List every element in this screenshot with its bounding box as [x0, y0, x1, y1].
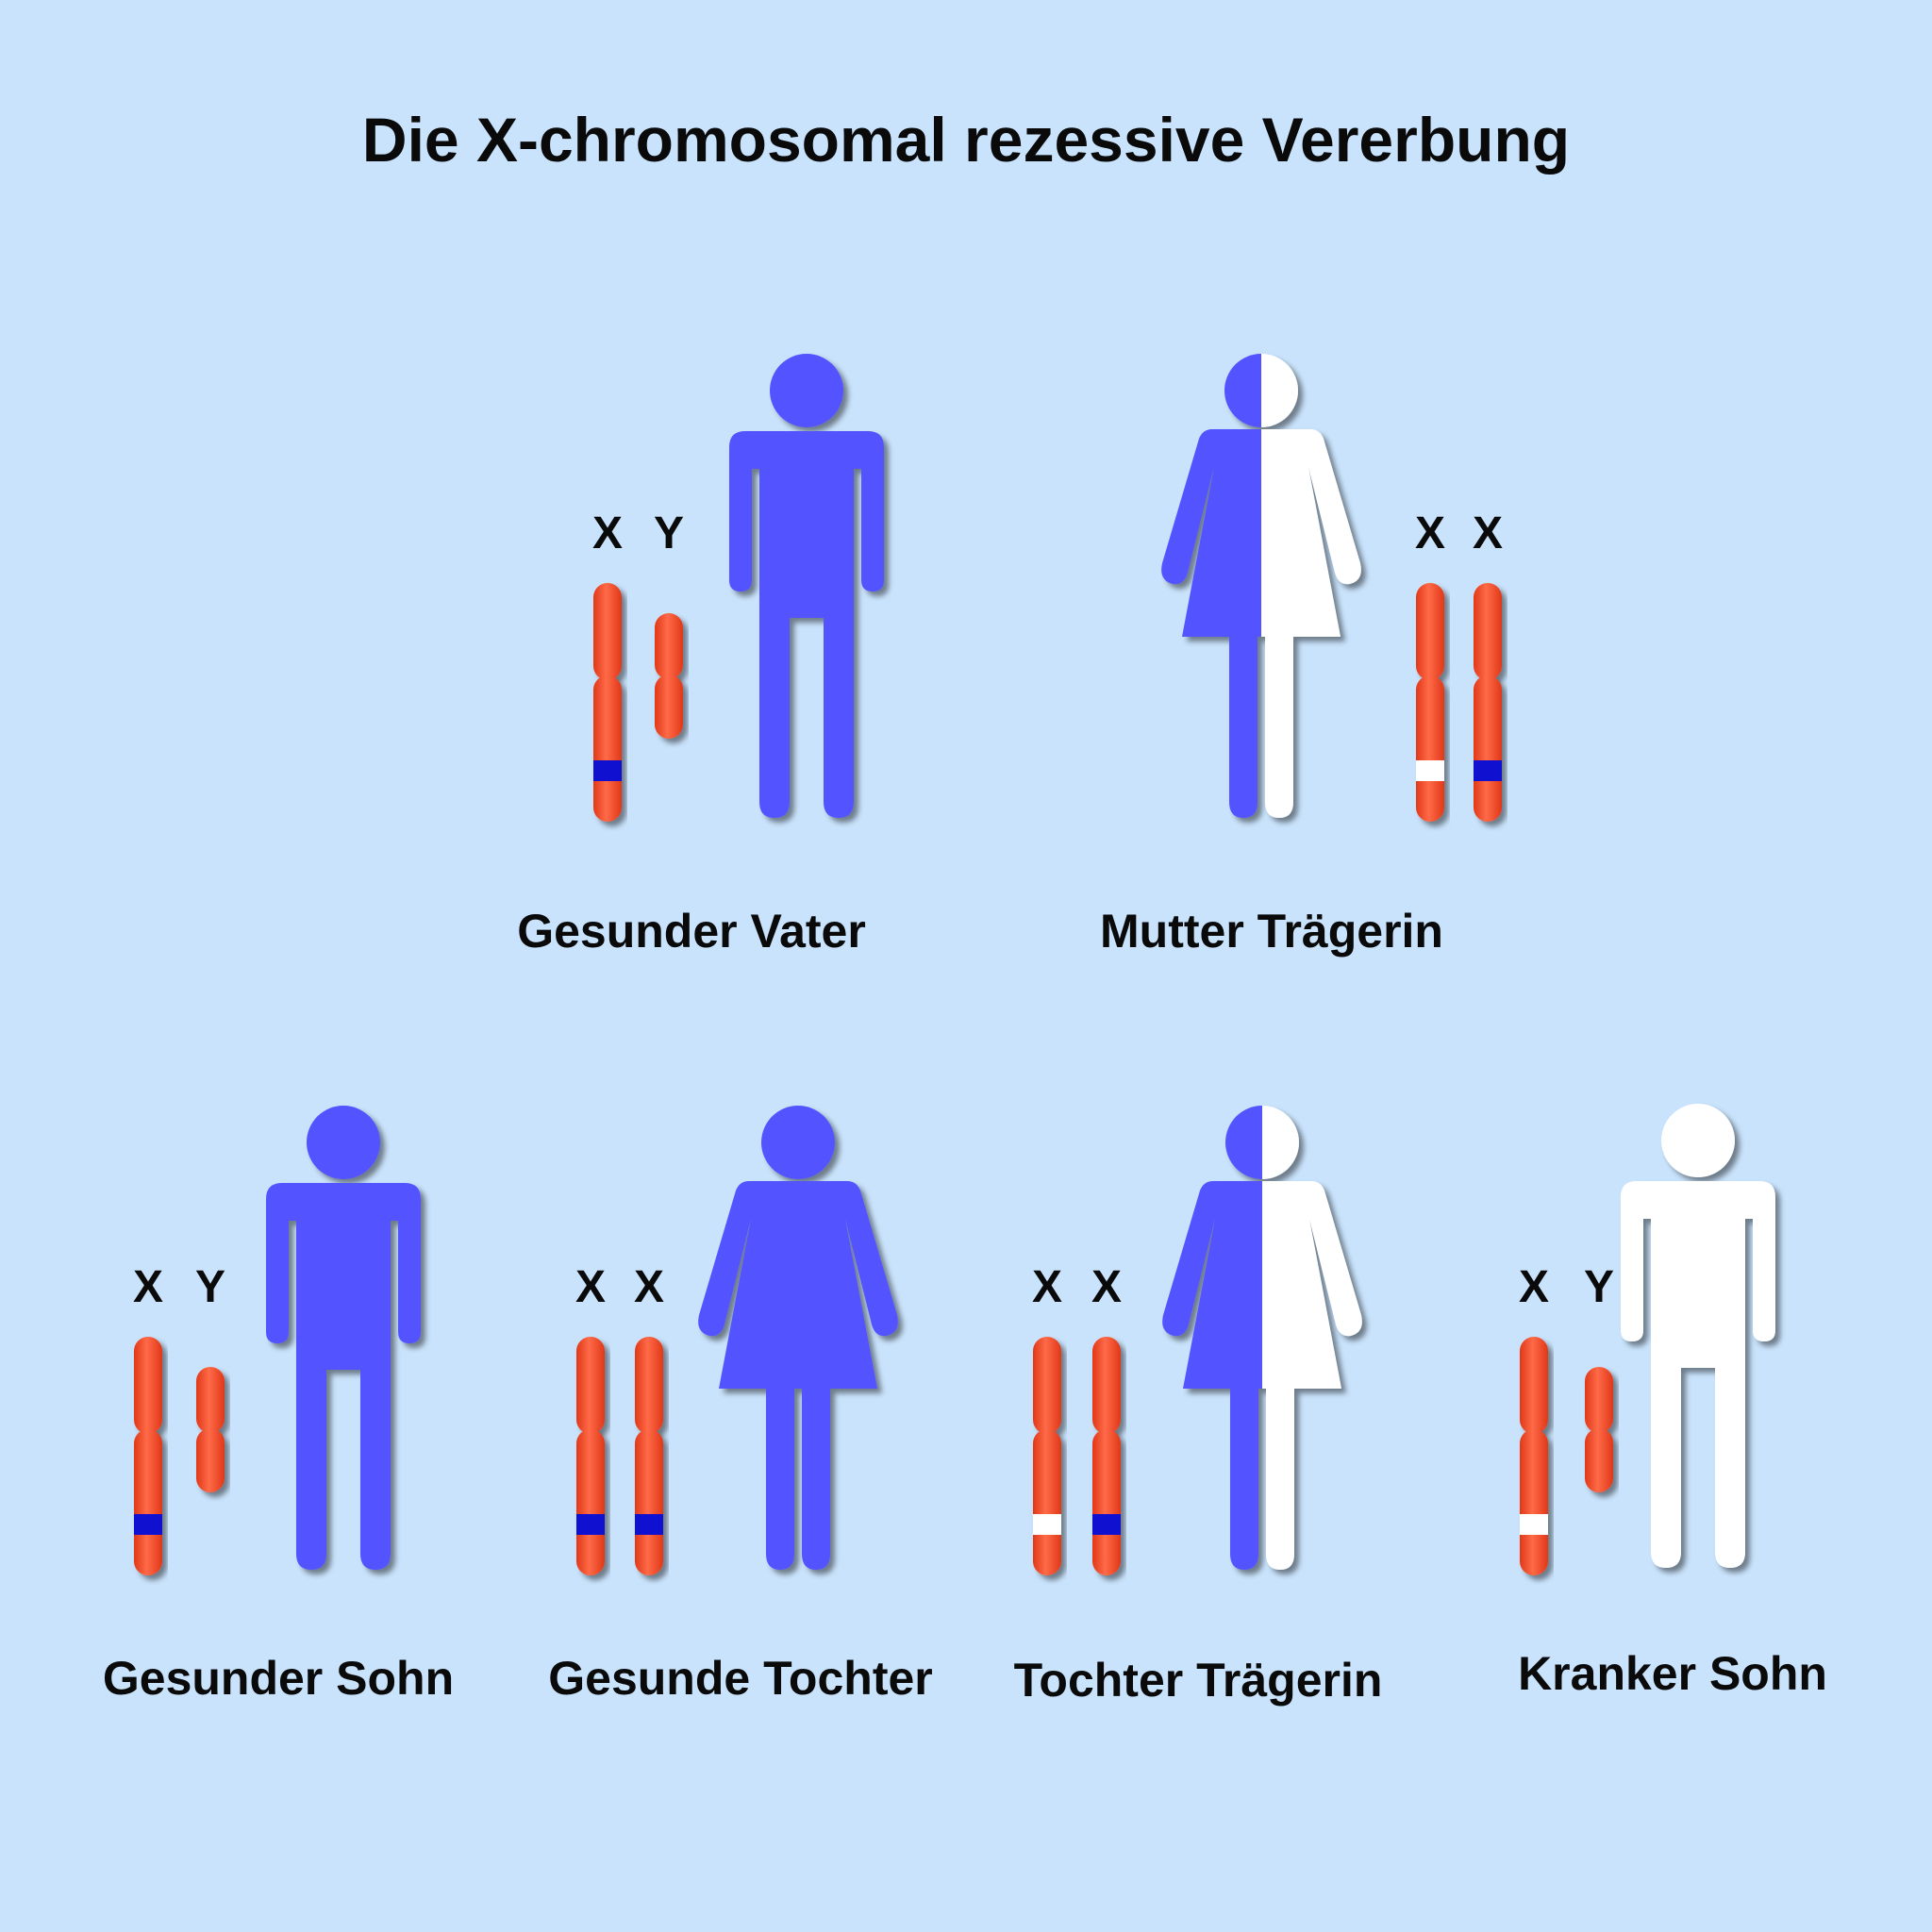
female-figure-icon	[698, 1106, 898, 1570]
normal-allele-band	[134, 1514, 162, 1535]
x-chromosome	[593, 583, 622, 822]
parent-label: Mutter Trägerin	[1100, 905, 1443, 958]
normal-allele-band	[593, 760, 622, 781]
x-chromosome	[1520, 1337, 1548, 1575]
y-chromosome	[655, 613, 683, 739]
chromosome-label: Y	[653, 508, 685, 558]
child-label: Gesunder Sohn	[102, 1652, 455, 1705]
normal-allele-band	[1474, 760, 1502, 781]
x-chromosome	[134, 1337, 162, 1575]
male-figure-icon	[266, 1106, 421, 1570]
chromosome-pair	[1416, 583, 1502, 822]
page-title: Die X-chromosomal rezessive Vererbung	[361, 105, 1571, 175]
chromosome-label: X	[1518, 1262, 1550, 1312]
chromosome-label: X	[1414, 508, 1446, 558]
chromosome-pair	[1033, 1337, 1121, 1575]
parent-2	[1161, 354, 1502, 822]
chromosome-label: X	[1091, 1262, 1123, 1312]
chromosome-label: X	[1031, 1262, 1063, 1312]
child-label: Gesunde Tochter	[548, 1652, 933, 1705]
x-chromosome	[1474, 583, 1502, 822]
x-chromosome	[635, 1337, 663, 1575]
child-label: Kranker Sohn	[1518, 1647, 1827, 1700]
child-4	[1520, 1104, 1775, 1575]
chromosome-label: X	[591, 508, 624, 558]
parent-1	[593, 354, 884, 822]
y-chromosome	[1585, 1367, 1613, 1492]
chromosome-label: X	[633, 1262, 665, 1312]
chromosome-label: X	[1472, 508, 1504, 558]
male-figure-icon	[1621, 1104, 1775, 1568]
chromosome-pair	[1520, 1337, 1613, 1575]
chromosome-pair	[576, 1337, 663, 1575]
normal-allele-band	[635, 1514, 663, 1535]
chromosome-pair	[593, 583, 683, 822]
chromosome-label: X	[575, 1262, 607, 1312]
chromosome-label: X	[132, 1262, 164, 1312]
female-figure-icon	[1162, 1106, 1362, 1570]
female-figure-icon	[1161, 354, 1361, 818]
x-chromosome	[1033, 1337, 1061, 1575]
chromosome-label: Y	[1583, 1262, 1615, 1312]
parent-label: Gesunder Vater	[517, 905, 866, 958]
normal-allele-band	[576, 1514, 605, 1535]
child-label: Tochter Trägerin	[1013, 1654, 1383, 1707]
chromosome-pair	[134, 1337, 225, 1575]
defect-allele-band	[1520, 1514, 1548, 1535]
x-chromosome	[1092, 1337, 1121, 1575]
male-figure-icon	[729, 354, 884, 818]
child-1	[134, 1106, 421, 1575]
defect-allele-band	[1033, 1514, 1061, 1535]
chromosome-label: Y	[194, 1262, 226, 1312]
child-3	[1033, 1106, 1362, 1575]
x-chromosome	[576, 1337, 605, 1575]
normal-allele-band	[1092, 1514, 1121, 1535]
defect-allele-band	[1416, 760, 1444, 781]
y-chromosome	[196, 1367, 225, 1492]
x-chromosome	[1416, 583, 1444, 822]
child-2	[576, 1106, 898, 1575]
